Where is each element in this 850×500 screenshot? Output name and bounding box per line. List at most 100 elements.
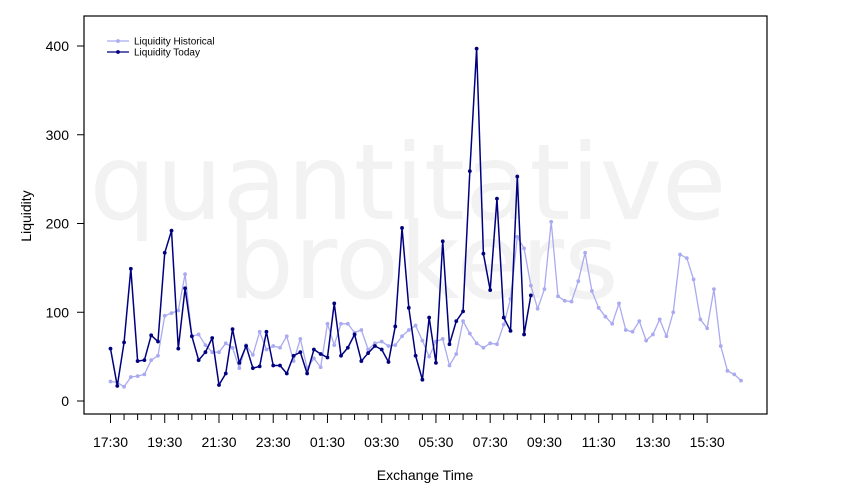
data-point: [671, 310, 676, 315]
data-point: [637, 319, 642, 324]
data-point: [108, 379, 113, 384]
data-point: [427, 315, 432, 320]
data-point: [149, 333, 154, 338]
data-point: [481, 251, 486, 256]
data-point: [481, 345, 486, 350]
legend-label: Liquidity Historical: [134, 37, 215, 48]
data-point: [339, 353, 343, 358]
data-point: [169, 228, 174, 233]
data-point: [495, 196, 499, 201]
data-point: [128, 266, 133, 271]
data-point: [535, 306, 540, 311]
data-point: [501, 322, 506, 327]
data-point: [217, 350, 221, 355]
x-tick-label: 07:30: [473, 434, 508, 450]
data-point: [691, 277, 696, 282]
data-point: [237, 366, 242, 371]
y-axis-label: Liquidity: [18, 190, 34, 241]
data-point: [271, 344, 276, 348]
data-point: [156, 339, 160, 344]
data-point: [406, 328, 411, 332]
y-tick-label: 300: [46, 127, 70, 143]
data-point: [583, 250, 587, 255]
data-point: [250, 366, 255, 371]
data-point: [393, 324, 398, 329]
data-point: [223, 341, 228, 346]
y-tick-label: 0: [61, 393, 69, 409]
data-point: [366, 347, 371, 352]
data-point: [413, 323, 418, 328]
data-point: [447, 342, 452, 347]
data-point: [705, 326, 710, 331]
data-point: [183, 286, 187, 291]
data-point: [434, 360, 438, 365]
data-point: [169, 311, 174, 316]
data-point: [108, 346, 113, 351]
data-point: [488, 288, 493, 292]
data-point: [657, 317, 662, 322]
data-point: [257, 329, 262, 334]
x-tick-label: 21:30: [201, 434, 236, 450]
data-point: [142, 372, 147, 377]
data-point: [427, 354, 432, 359]
x-tick-label: 17:30: [93, 434, 128, 450]
plot-frame: [83, 15, 768, 415]
data-point: [522, 332, 526, 337]
data-point: [312, 347, 316, 352]
data-point: [122, 384, 126, 389]
data-point: [162, 250, 167, 255]
data-point: [596, 305, 601, 310]
data-point: [298, 336, 303, 341]
data-point: [474, 46, 479, 51]
x-tick-label: 19:30: [147, 434, 182, 450]
watermark: quantitative brokers: [89, 122, 726, 323]
data-point: [162, 313, 167, 318]
data-point: [278, 345, 282, 350]
legend-label: Liquidity Today: [134, 48, 200, 59]
data-point: [250, 352, 255, 357]
data-point: [440, 336, 445, 341]
data-point: [630, 329, 635, 334]
data-point: [373, 344, 377, 348]
data-point: [203, 343, 208, 347]
data-point: [176, 308, 181, 313]
data-point: [210, 350, 215, 355]
data-point: [528, 293, 533, 298]
data-point: [386, 344, 391, 348]
data-point: [454, 319, 459, 324]
data-point: [223, 371, 228, 376]
data-point: [447, 363, 452, 368]
x-tick-label: 15:30: [690, 434, 725, 450]
data-point: [732, 372, 737, 377]
legend-marker: [116, 50, 120, 54]
data-point: [305, 371, 310, 376]
data-point: [522, 246, 526, 251]
x-tick-label: 13:30: [635, 434, 670, 450]
data-point: [664, 334, 669, 339]
data-point: [420, 377, 425, 382]
data-point: [135, 359, 140, 363]
data-point: [623, 328, 628, 332]
data-point: [610, 321, 615, 326]
data-point: [149, 358, 154, 363]
data-point: [379, 339, 384, 344]
data-point: [244, 344, 249, 348]
y-tick-label: 100: [46, 304, 70, 320]
data-point: [278, 363, 282, 368]
data-point: [413, 353, 418, 358]
data-point: [386, 360, 391, 364]
data-point: [339, 321, 343, 326]
data-point: [373, 341, 377, 346]
y-tick-label: 400: [46, 38, 70, 54]
x-axis: 17:30 19:30 21:30 23:30 01:30 03:30 05:30 07:30…: [93, 414, 725, 450]
data-point: [284, 334, 289, 339]
data-point: [284, 371, 289, 376]
data-point: [271, 363, 276, 368]
data-point: [135, 374, 140, 379]
data-point: [312, 356, 316, 361]
data-point: [325, 321, 330, 326]
x-tick-label: 23:30: [256, 434, 291, 450]
data-point: [461, 319, 465, 324]
data-point: [495, 342, 499, 347]
